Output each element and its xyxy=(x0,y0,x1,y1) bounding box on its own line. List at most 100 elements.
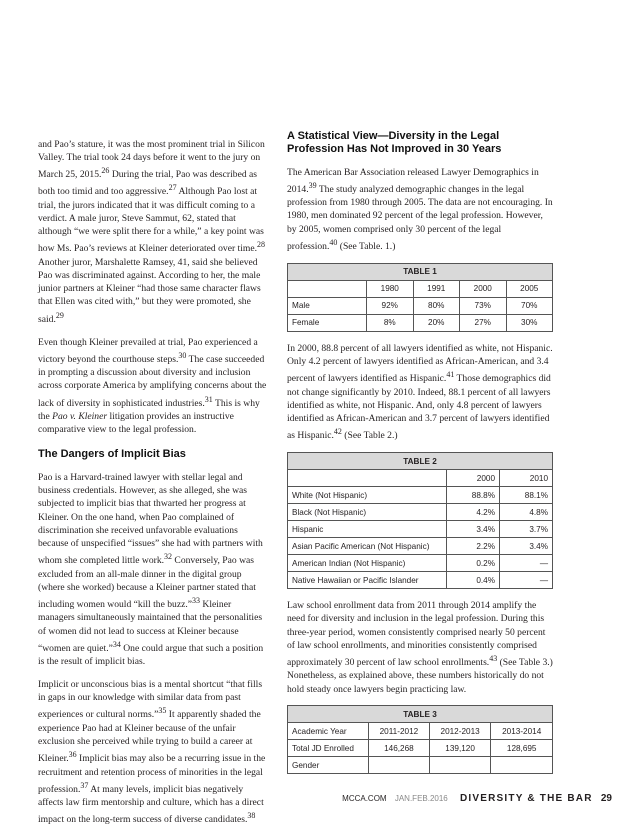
header-cell: 2000 xyxy=(446,469,500,488)
text: It apparently shaded the experience Pao … xyxy=(38,709,261,765)
table-cell: 4.2% xyxy=(446,503,500,522)
footnote-ref: 33 xyxy=(192,595,200,605)
case-name: Pao v. Kleiner xyxy=(52,410,108,422)
footnote-ref: 38 xyxy=(247,811,256,821)
table-cell: 70% xyxy=(505,296,553,315)
footnote-ref: 27 xyxy=(168,183,177,193)
footnote-ref: 30 xyxy=(178,350,187,360)
text: One could argue that such a position is … xyxy=(38,642,264,668)
data-table: TABLE 2 2000 2010 White (Not Hispanic) 88.8%… xyxy=(287,452,553,590)
table-cell: 146,268 xyxy=(368,739,430,758)
table-header-row: 2000 2010 xyxy=(287,469,553,488)
table-cell: 3.4% xyxy=(446,520,500,539)
table-row: Female 8% 20% 27% 30% xyxy=(287,313,553,332)
row-label: Asian Pacific American (Not Hispanic) xyxy=(287,537,447,556)
section-heading: The Dangers of Implicit Bias xyxy=(38,448,186,461)
table-cell: 92% xyxy=(366,296,414,315)
footnote-ref: 29 xyxy=(55,310,64,320)
paragraph: Pao is a Harvard-trained lawyer with ste… xyxy=(38,471,269,668)
table-title: TABLE 3 xyxy=(287,705,553,724)
footnote-ref: 40 xyxy=(329,237,338,247)
footnote-ref: 37 xyxy=(80,780,89,790)
table-row: Total JD Enrolled 146,268 139,120 128,695 xyxy=(287,739,553,758)
table-cell: — xyxy=(499,571,553,590)
table-row: Hispanic 3.4% 3.7% xyxy=(287,520,553,539)
text: Law school enrollment data from 2011 thr… xyxy=(287,600,546,669)
table-row: White (Not Hispanic) 88.8% 88.1% xyxy=(287,486,553,505)
table-cell: 88.8% xyxy=(446,486,500,505)
row-label: Hispanic xyxy=(287,520,447,539)
header-cell: 2012-2013 xyxy=(428,722,492,741)
table-title-row: TABLE 1 xyxy=(287,262,553,281)
text: At many levels, implicit bias negatively… xyxy=(38,783,264,826)
table-title: TABLE 1 xyxy=(287,262,553,281)
table-cell: 3.7% xyxy=(499,520,553,539)
data-table: TABLE 1 1980 1991 2000 2005 Male 92% 80% 73% 70% F… xyxy=(287,262,553,332)
footnote-ref: 43 xyxy=(489,653,498,663)
header-cell: 2011-2012 xyxy=(368,722,430,741)
header-cell: 2000 xyxy=(459,279,507,298)
footnote-ref: 39 xyxy=(308,180,317,190)
table-header-row: Academic Year 2011-2012 2012-2013 2013-2014 xyxy=(287,722,553,741)
text: The American Bar Association released La… xyxy=(287,166,539,195)
data-table: TABLE 3 Academic Year 2011-2012 2012-2013 20… xyxy=(287,705,553,775)
table-title: TABLE 2 xyxy=(287,452,553,471)
table-row: Gender xyxy=(287,756,553,775)
text: and Pao’s stature, it was the most promi… xyxy=(38,138,265,181)
text: Another juror, Marshalette Ramsey, 41, s… xyxy=(38,256,261,325)
table-header-row: 1980 1991 2000 2005 xyxy=(287,279,553,298)
footnote-ref: 31 xyxy=(204,394,213,404)
text: Pao is a Harvard-trained lawyer with ste… xyxy=(38,471,263,567)
row-label: Gender xyxy=(287,756,369,775)
text: (See Table 3.) Nonetheless, as explained… xyxy=(287,657,553,695)
row-label: Native Hawaiian or Pacific Islander xyxy=(287,571,447,590)
table-cell: 0.2% xyxy=(446,554,500,573)
table-cell: — xyxy=(499,554,553,573)
paragraph: Law school enrollment data from 2011 thr… xyxy=(287,599,553,696)
text: During the trial, Pao was described as b… xyxy=(38,169,258,198)
text: The study analyzed demographic changes i… xyxy=(287,183,553,252)
text: Even though Kleiner prevailed at trial, … xyxy=(38,336,258,365)
header-cell xyxy=(287,469,447,488)
table-cell: 30% xyxy=(505,313,553,332)
table-cell: 2.2% xyxy=(446,537,500,556)
footnote-ref: 32 xyxy=(164,552,173,562)
paragraph: The American Bar Association released La… xyxy=(287,166,553,254)
table-cell xyxy=(368,756,430,775)
header-cell: Academic Year xyxy=(287,722,369,741)
row-label: Male xyxy=(287,296,367,315)
table-cell xyxy=(428,756,492,775)
text: (See Table. 1.) xyxy=(337,240,396,252)
footnote-ref: 36 xyxy=(68,750,77,760)
text: litigation provides an instructive compa… xyxy=(38,410,234,436)
header-cell: 1991 xyxy=(412,279,460,298)
paragraph: and Pao’s stature, it was the most promi… xyxy=(38,138,269,326)
footnote-ref: 26 xyxy=(101,166,110,175)
table-cell xyxy=(490,756,553,775)
header-cell: 2013-2014 xyxy=(490,722,553,741)
table-row: American Indian (Not Hispanic) 0.2% — xyxy=(287,554,553,573)
issue: JAN.FEB.2016 xyxy=(394,794,448,803)
row-label: American Indian (Not Hispanic) xyxy=(287,554,447,573)
paragraph: Even though Kleiner prevailed at trial, … xyxy=(38,336,269,437)
table-cell: 27% xyxy=(459,313,507,332)
text: Those demographics did not change signif… xyxy=(287,373,551,442)
row-label: Total JD Enrolled xyxy=(287,739,369,758)
table-row: Native Hawaiian or Pacific Islander 0.4% — xyxy=(287,571,553,590)
footnote-ref: 41 xyxy=(446,370,455,380)
footer: MCCA.COM JAN.FEB.2016 DIVERSITY & THE BA… xyxy=(336,793,612,804)
paragraph: In 2000, 88.8 percent of all lawyers ide… xyxy=(287,342,553,443)
row-label: White (Not Hispanic) xyxy=(287,486,447,505)
header-cell xyxy=(287,279,367,298)
header-cell: 2005 xyxy=(505,279,553,298)
table-row: Asian Pacific American (Not Hispanic) 2.2… xyxy=(287,537,553,556)
paragraph: Implicit or unconscious bias is a mental… xyxy=(38,678,269,827)
table-cell: 128,695 xyxy=(490,739,553,758)
table-cell: 0.4% xyxy=(446,571,500,590)
section-heading: A Statistical View—Diversity in the Lega… xyxy=(287,130,502,155)
row-label: Female xyxy=(287,313,367,332)
left-column: and Pao’s stature, it was the most promi… xyxy=(38,128,269,836)
text: The case succeeded in prompting a discus… xyxy=(38,353,267,409)
table-row: Black (Not Hispanic) 4.2% 4.8% xyxy=(287,503,553,522)
